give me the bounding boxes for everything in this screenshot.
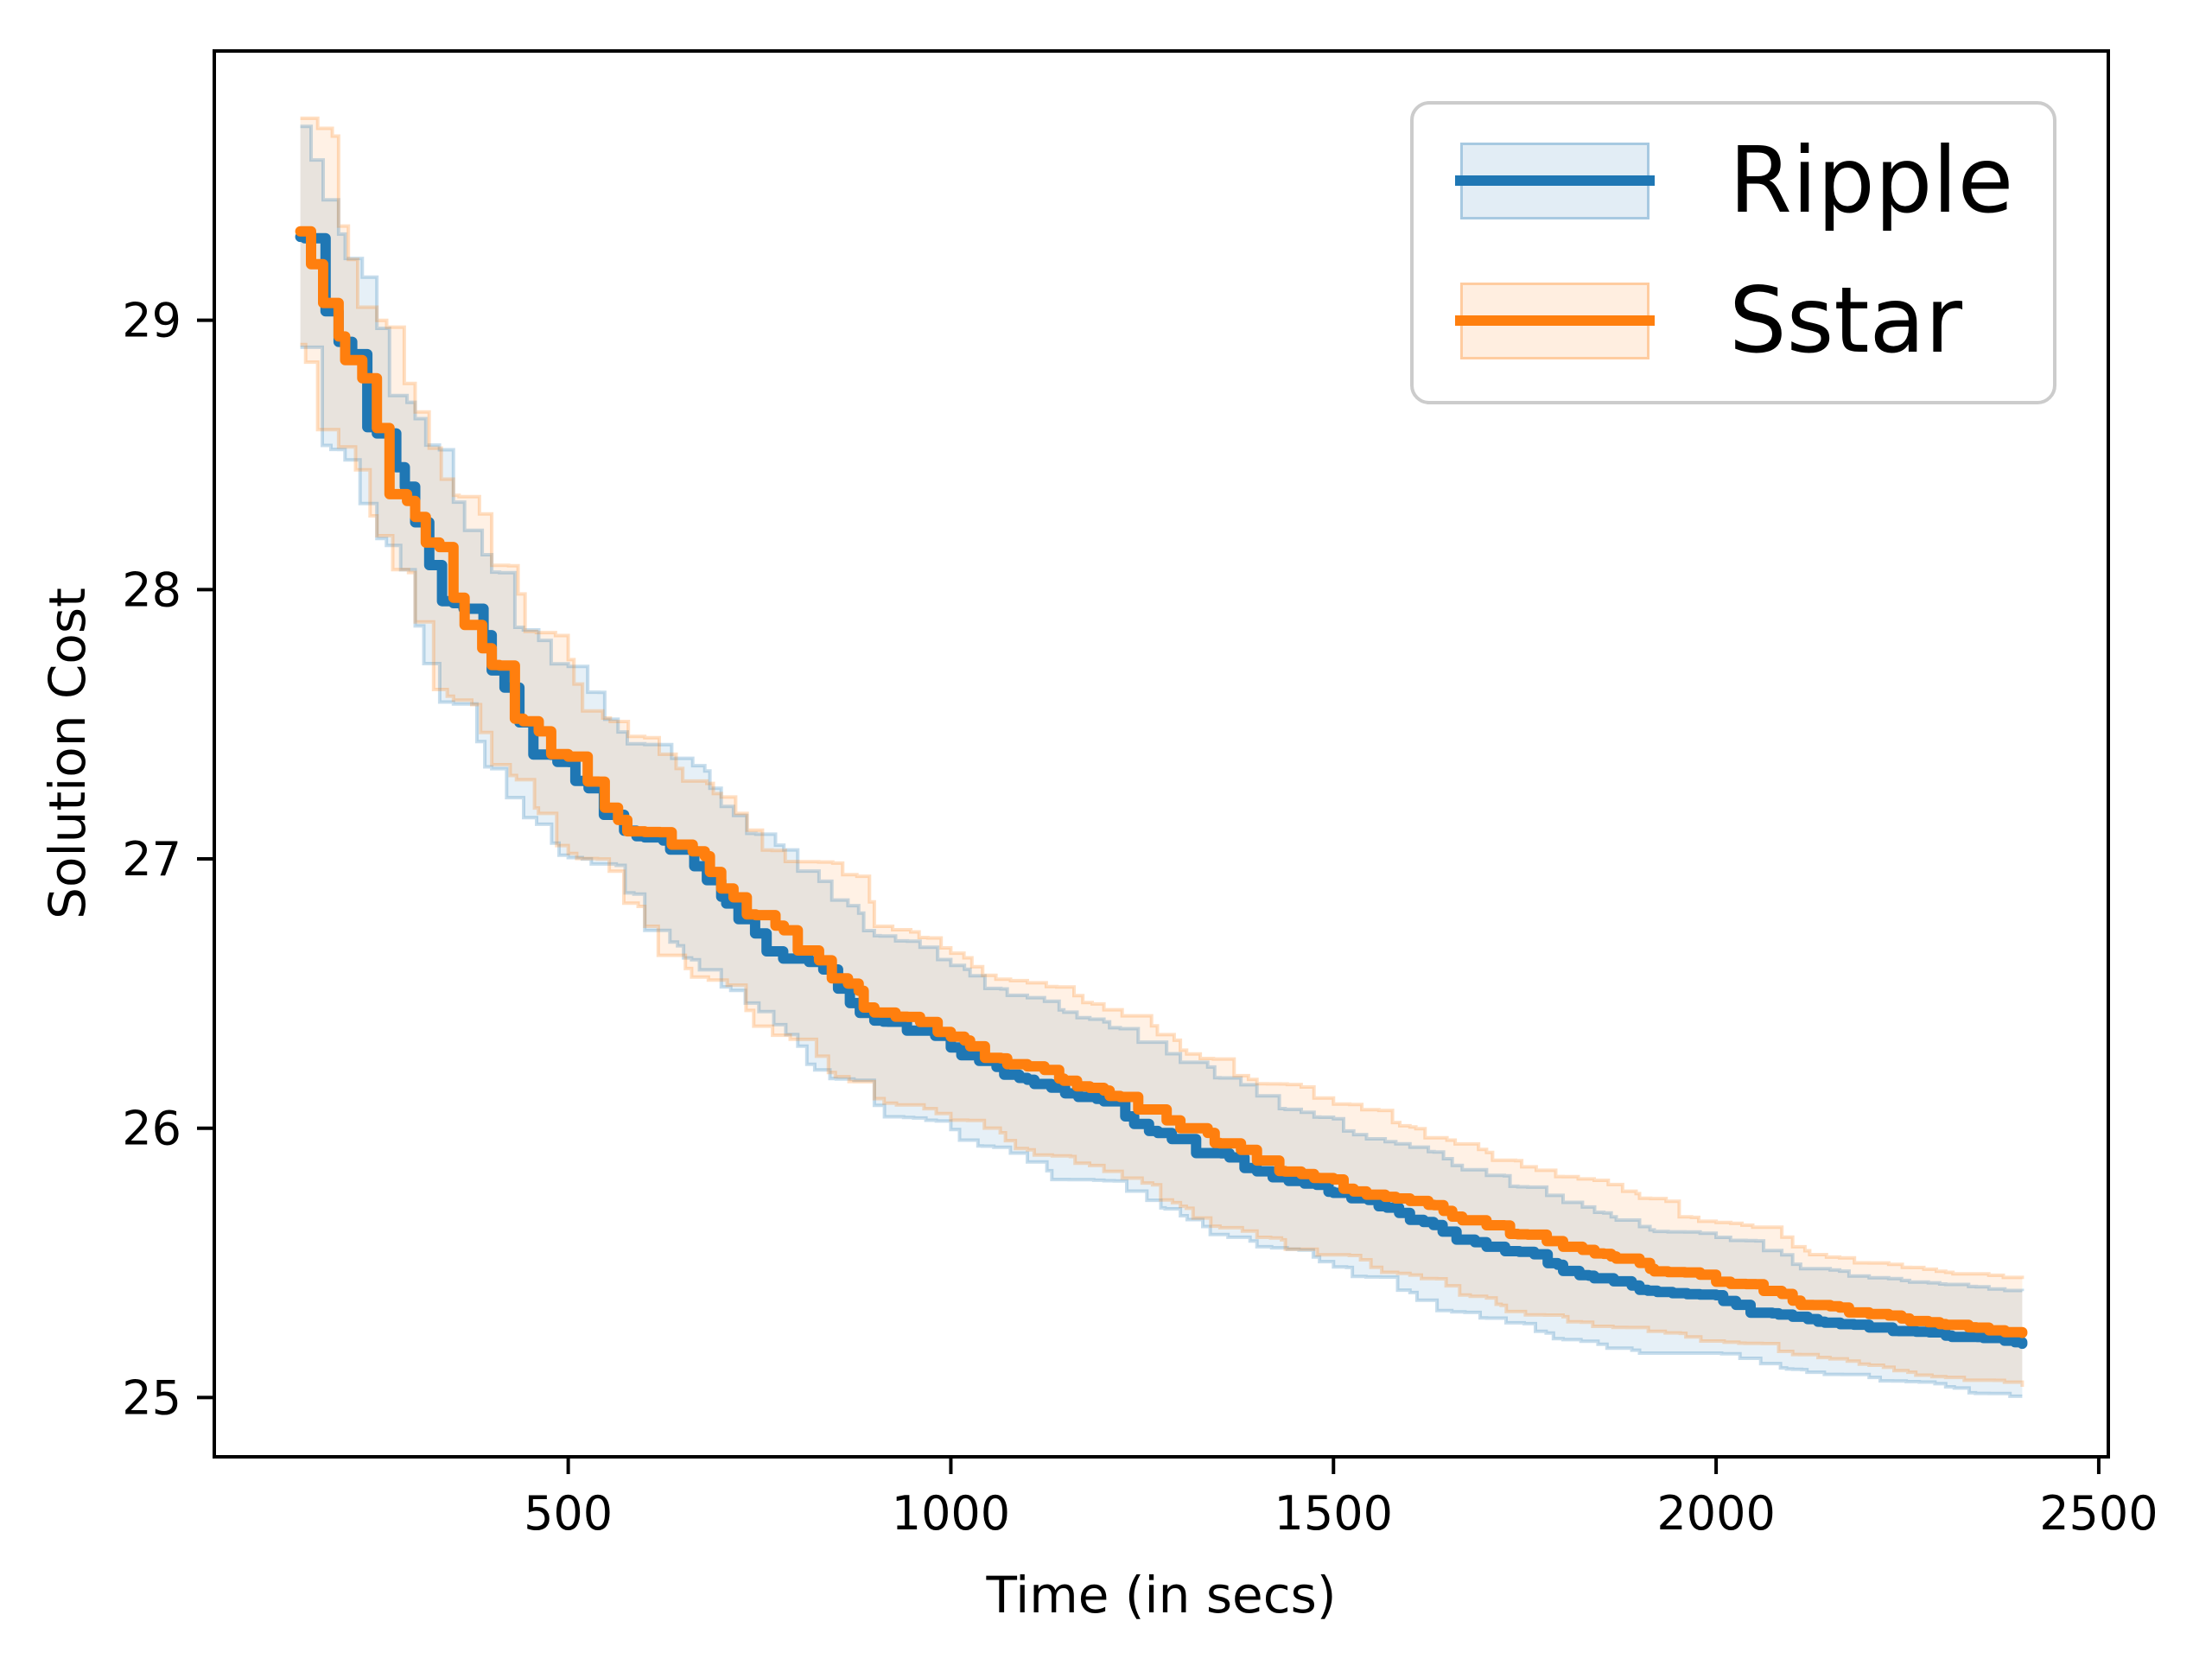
sstar-band-upper-edge — [300, 116, 2024, 1280]
axes-spines — [213, 49, 2110, 1459]
sstar-band-swatch — [1455, 282, 1655, 359]
sstar-band-lower-edge — [300, 342, 2024, 1387]
ripple-band-upper-edge — [300, 124, 2024, 1293]
legend: Ripple Sstar — [1410, 101, 2056, 404]
y-tick-label: 27 — [122, 832, 181, 887]
x-tick-label: 1000 — [892, 1486, 1010, 1541]
ripple-mean-line — [295, 232, 2028, 1350]
ripple-band-swatch — [1455, 142, 1655, 219]
ripple-line-sample — [1455, 175, 1655, 186]
x-tick-label: 500 — [524, 1486, 613, 1541]
legend-item-sstar: Sstar — [1455, 267, 2053, 374]
legend-label-ripple: Ripple — [1729, 128, 2014, 233]
y-tick-label: 29 — [122, 294, 181, 348]
x-tick-label: 1500 — [1274, 1486, 1393, 1541]
legend-item-ripple: Ripple — [1455, 127, 2053, 234]
y-tick-label: 28 — [122, 563, 181, 617]
y-tick-label: 26 — [122, 1102, 181, 1156]
x-tick-label: 2500 — [2039, 1486, 2158, 1541]
ripple-confidence-band — [300, 126, 2023, 1396]
sstar-line-sample — [1455, 315, 1655, 326]
y-tick-label: 25 — [122, 1370, 181, 1425]
ripple-band-lower-edge — [300, 345, 2023, 1398]
sstar-mean-line — [295, 226, 2028, 1338]
y-axis-label: Solution Cost — [38, 588, 97, 919]
x-axis-label: Time (in secs) — [986, 1566, 1337, 1624]
legend-label-sstar: Sstar — [1729, 268, 1963, 373]
x-tick-label: 2000 — [1656, 1486, 1775, 1541]
